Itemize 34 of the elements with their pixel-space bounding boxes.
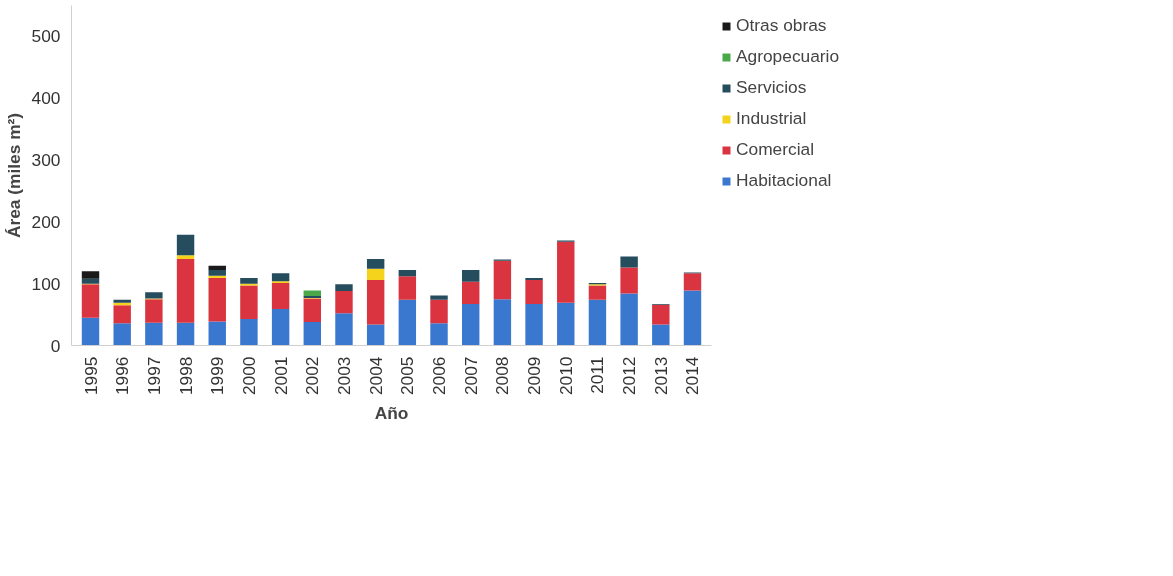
legend-label: Comercial	[736, 139, 814, 160]
x-axis-title: Año	[374, 403, 409, 424]
y-axis-title: Área (miles m²)	[3, 112, 24, 239]
y-tick-label: 400	[31, 88, 61, 109]
x-tick-label: 1998	[175, 356, 196, 396]
x-tick-label: 2003	[333, 356, 354, 396]
x-tick-label: 2008	[492, 356, 513, 396]
x-tick-label: 2007	[460, 356, 481, 396]
x-tick-label: 1995	[80, 356, 101, 396]
y-tick-label: 0	[50, 335, 61, 356]
x-tick-label: 2010	[555, 356, 576, 396]
x-tick-label: 2006	[429, 356, 450, 396]
x-tick-label: 2000	[238, 356, 259, 396]
legend-label: Servicios	[736, 77, 807, 98]
x-tick-label: 2013	[650, 356, 671, 396]
legend-label: Otras obras	[736, 15, 827, 36]
x-tick-label: 2004	[365, 356, 386, 396]
x-tick-label: 2011	[587, 356, 608, 394]
legend-label: Habitacional	[736, 170, 832, 191]
x-tick-label: 1996	[112, 356, 133, 396]
x-tick-label: 1999	[207, 356, 228, 396]
y-tick-label: 100	[31, 273, 61, 294]
y-tick-label: 500	[31, 26, 61, 47]
x-tick-label: 2014	[682, 356, 703, 396]
x-tick-label: 2009	[524, 356, 545, 396]
x-tick-label: 2012	[619, 356, 640, 396]
legend-label: Agropecuario	[736, 46, 840, 67]
y-tick-label: 300	[31, 150, 61, 171]
x-tick-label: 1997	[143, 356, 164, 396]
x-tick-label: 2001	[270, 356, 291, 396]
y-tick-label: 200	[31, 211, 61, 232]
x-tick-label: 2005	[397, 356, 418, 396]
legend-label: Industrial	[736, 108, 807, 129]
x-tick-label: 2002	[302, 356, 323, 396]
